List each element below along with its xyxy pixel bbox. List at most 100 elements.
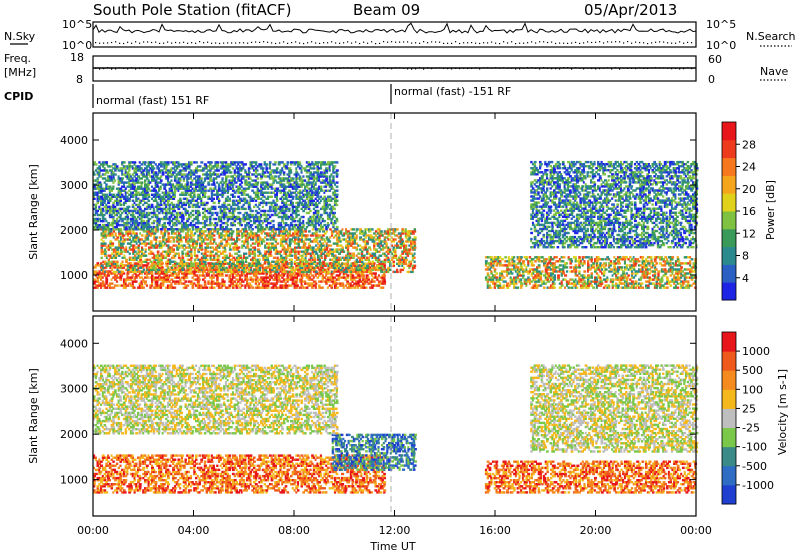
range-cell (179, 270, 183, 273)
range-cell (144, 215, 146, 219)
range-cell (308, 264, 312, 267)
range-cell (137, 254, 141, 257)
range-cell (213, 256, 216, 259)
range-cell (217, 219, 221, 223)
range-cell (112, 286, 116, 289)
range-cell (182, 203, 186, 207)
range-cell (162, 256, 166, 259)
range-cell (250, 258, 253, 261)
range-cell (191, 187, 194, 190)
range-cell (155, 240, 158, 243)
range-cell (233, 219, 237, 223)
range-cell (140, 181, 144, 184)
range-cell (184, 221, 187, 225)
range-cell (241, 264, 244, 267)
range-cell (186, 179, 189, 182)
range-cell (135, 169, 138, 172)
range-cell (147, 161, 151, 164)
range-cell (320, 268, 323, 272)
range-cell (276, 260, 280, 263)
range-cell (333, 286, 337, 289)
range-cell (399, 238, 402, 241)
range-cell (294, 230, 297, 233)
range-cell (406, 238, 409, 241)
range-cell (140, 211, 143, 215)
range-cell (311, 268, 315, 272)
range-cell (156, 207, 159, 211)
range-cell (121, 217, 124, 221)
range-cell (170, 213, 174, 217)
range-cell (132, 244, 136, 247)
range-cell (267, 234, 271, 237)
range-cell (212, 171, 216, 174)
range-cell (129, 278, 133, 281)
range-cell (218, 260, 221, 263)
range-cell (350, 256, 353, 259)
range-cell (186, 250, 189, 253)
range-cell (133, 171, 136, 174)
range-cell (264, 244, 267, 247)
range-cell (295, 262, 299, 265)
range-cell (156, 256, 160, 259)
range-cell (184, 274, 188, 277)
range-cell (226, 199, 230, 202)
range-cell (177, 272, 180, 275)
range-cell (100, 232, 103, 235)
range-cell (169, 268, 172, 272)
range-cell (166, 203, 170, 207)
range-cell (103, 223, 106, 227)
range-cell (204, 262, 207, 265)
range-cell (191, 284, 195, 287)
range-cell (328, 284, 332, 287)
range-cell (119, 181, 122, 184)
range-cell (278, 258, 281, 261)
range-cell (128, 167, 131, 170)
range-cell (220, 242, 224, 245)
range-cell (294, 256, 297, 259)
range-cell (196, 221, 200, 225)
range-cell (119, 284, 122, 287)
range-cell (285, 238, 288, 241)
range-cell (172, 195, 176, 198)
range-cell (219, 272, 222, 275)
range-cell (122, 201, 125, 205)
range-cell (304, 236, 308, 239)
range-cell (351, 262, 354, 265)
range-cell (112, 228, 115, 231)
range-cell (221, 234, 224, 237)
range-cell (107, 185, 110, 188)
range-cell (111, 260, 114, 263)
range-cell (228, 238, 232, 241)
range-cell (145, 201, 148, 205)
range-cell (240, 177, 244, 180)
range-cell (392, 262, 395, 265)
range-cell (231, 211, 235, 215)
range-cell (367, 236, 370, 239)
range-cell (306, 248, 310, 251)
range-cell (311, 240, 314, 243)
range-cell (320, 238, 323, 241)
range-cell (403, 230, 406, 233)
range-cell (212, 177, 216, 180)
range-cell (154, 284, 157, 287)
range-cell (371, 238, 375, 241)
range-cell (283, 232, 287, 235)
range-cell (93, 207, 96, 211)
range-cell (179, 173, 182, 176)
range-cell (200, 187, 203, 190)
range-cell (173, 262, 177, 265)
range-cell (309, 278, 312, 281)
range-cell (119, 179, 122, 182)
range-cell (221, 280, 225, 283)
range-cell (98, 195, 102, 198)
range-cell (195, 262, 199, 265)
range-cell (110, 197, 113, 200)
range-cell (100, 282, 103, 285)
range-cell (279, 244, 283, 247)
range-cell (210, 191, 214, 194)
range-cell (299, 246, 303, 249)
range-cell (96, 179, 99, 182)
range-cell (170, 250, 174, 253)
range-cell (118, 266, 122, 270)
range-cell (225, 244, 228, 247)
